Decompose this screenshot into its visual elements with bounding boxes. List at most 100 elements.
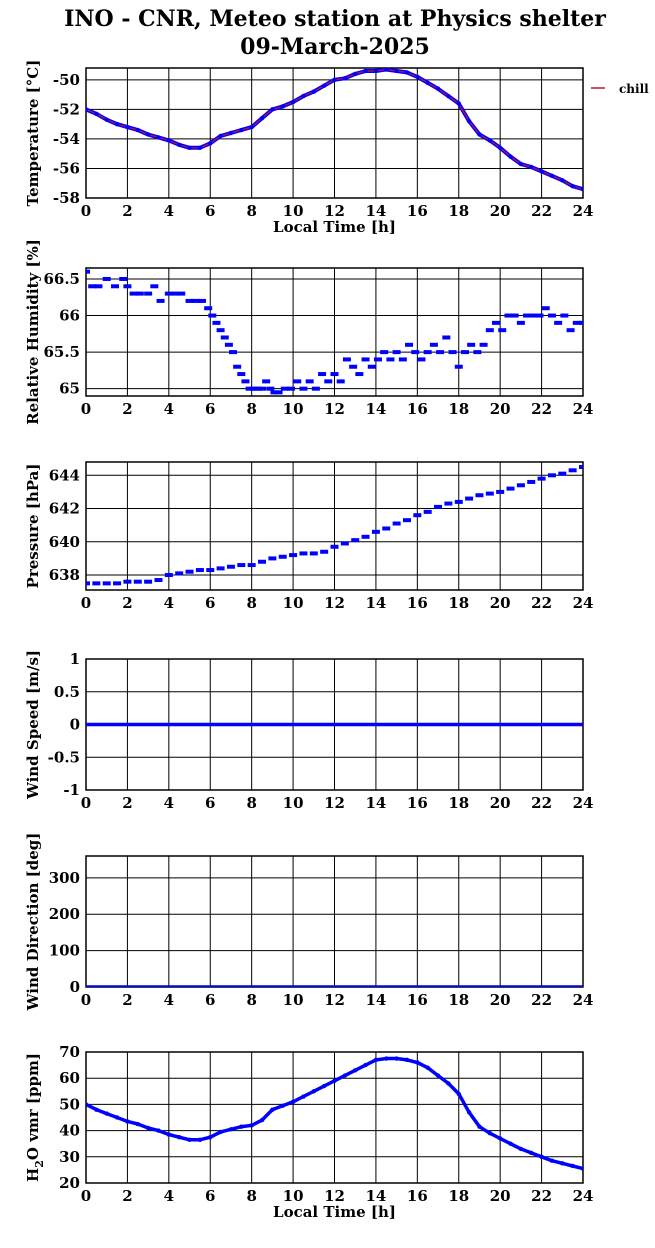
pressure-point (579, 464, 583, 469)
pressure-point (258, 559, 267, 564)
h2o-point (466, 1110, 472, 1115)
wind_direction-xtick-label: 20 (490, 991, 511, 1009)
humidity-point (516, 320, 525, 325)
h2o-point (384, 1056, 389, 1061)
temperature-point (353, 71, 358, 77)
humidity-point (529, 313, 538, 318)
humidity-point (88, 284, 97, 289)
h2o-point (487, 1131, 493, 1136)
pressure-point (475, 493, 484, 498)
pressure-xtick-label: 12 (324, 594, 345, 612)
chart-title: INO - CNR, Meteo station at Physics shel… (64, 6, 606, 32)
temperature-xtick-label: 8 (246, 202, 256, 220)
h2o-point (86, 1102, 89, 1107)
pressure-point (371, 529, 380, 534)
h2o-xtick-label: 18 (448, 1187, 469, 1205)
pressure-point (185, 569, 194, 574)
h2o-ylabel: H2O vmr [ppm] (24, 1053, 46, 1182)
humidity-ytick-label: 65 (59, 380, 80, 398)
humidity-ylabel: Relative Humidity [%] (24, 239, 42, 425)
h2o-point (549, 1158, 555, 1163)
humidity-point (171, 291, 180, 296)
h2o-point (104, 1111, 109, 1116)
temperature-point (228, 130, 234, 136)
humidity-point (572, 320, 581, 325)
pressure-xtick-label: 22 (531, 594, 552, 612)
h2o-point (239, 1124, 244, 1129)
humidity-point (123, 284, 132, 289)
h2o-point (415, 1060, 420, 1065)
pressure-point (195, 568, 204, 573)
pressure-point (351, 538, 360, 543)
temperature-point (580, 186, 583, 192)
humidity-point (498, 328, 507, 333)
pressure-point (330, 544, 339, 549)
humidity-point (156, 298, 165, 303)
pressure-point (547, 473, 556, 478)
temperature-panel: 0 2 4 6 8 10 12 14 16 18 20 22 24-58-56-54-52-50Loca… (24, 60, 649, 236)
h2o-ytick-label: 60 (59, 1069, 80, 1087)
pressure-point (86, 581, 90, 586)
humidity-point (280, 386, 289, 391)
temperature-point (487, 138, 493, 143)
humidity-point (473, 350, 482, 355)
wind_speed-xtick-label: 20 (490, 794, 511, 812)
humidity-point (566, 328, 575, 333)
humidity-point (164, 291, 173, 296)
temperature-point (466, 118, 472, 124)
pressure-point (144, 579, 153, 584)
temperature-point (549, 173, 555, 179)
temperature-xtick-label: 2 (122, 202, 132, 220)
temperature-point (373, 68, 379, 74)
wind_direction-ytick-label: 200 (49, 905, 80, 923)
temperature-xtick-label: 6 (205, 202, 215, 220)
pressure-point (465, 496, 474, 501)
wind_speed-xtick-label: 0 (81, 794, 91, 812)
temperature-ytick-label: -56 (53, 159, 80, 177)
pressure-point (527, 479, 536, 484)
temperature-point (86, 107, 89, 112)
h2o-point (570, 1163, 575, 1169)
pressure-point (496, 489, 505, 494)
humidity-point (287, 386, 296, 391)
humidity-panel: 0 2 4 6 8 10 12 14 16 18 20 22 246565.56666.5Relativ… (24, 239, 593, 425)
h2o-xtick-label: 14 (365, 1187, 386, 1205)
humidity-point (510, 313, 519, 318)
humidity-xtick-label: 14 (365, 400, 386, 418)
pressure-point (175, 571, 184, 576)
humidity-point (361, 357, 370, 362)
h2o-point (373, 1057, 379, 1063)
humidity-xtick-label: 16 (407, 400, 428, 418)
temperature-point (435, 86, 441, 91)
wind_speed-xtick-label: 24 (573, 794, 594, 812)
temperature-point (539, 169, 544, 174)
h2o-xtick-label: 10 (283, 1187, 304, 1205)
humidity-point (204, 306, 213, 311)
humidity-point (436, 350, 445, 355)
humidity-xtick-label: 6 (205, 400, 215, 418)
temperature-ytick-label: -58 (53, 189, 80, 207)
humidity-point (336, 379, 345, 384)
h2o-point (125, 1119, 130, 1124)
humidity-point (560, 313, 569, 318)
wind_direction-xtick-label: 6 (205, 991, 215, 1009)
pressure-point (164, 573, 173, 578)
wind_direction-xtick-label: 16 (407, 991, 428, 1009)
pressure-point (154, 578, 163, 583)
h2o-point (135, 1121, 140, 1127)
h2o-xtick-label: 16 (407, 1187, 428, 1205)
humidity-point (349, 364, 358, 369)
h2o-xtick-label: 22 (531, 1187, 552, 1205)
temperature-point (446, 93, 451, 99)
h2o-point (363, 1062, 368, 1068)
temperature-point (415, 74, 420, 80)
humidity-point (386, 357, 395, 362)
pressure-point (133, 579, 142, 584)
h2o-point (477, 1124, 482, 1129)
humidity-point (135, 291, 144, 296)
humidity-point (479, 342, 488, 347)
pressure-point (278, 554, 287, 559)
h2o-point (394, 1056, 399, 1061)
humidity-point (311, 386, 320, 391)
pressure-ytick-label: 644 (49, 466, 80, 484)
